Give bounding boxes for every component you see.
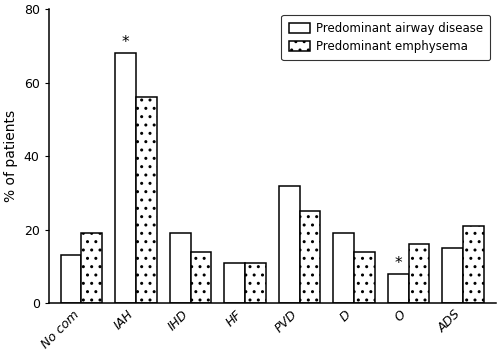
Text: *: *	[394, 256, 402, 271]
Bar	[245, 263, 266, 303]
Bar	[408, 244, 430, 303]
Bar	[116, 53, 136, 303]
Bar	[300, 211, 320, 303]
Bar	[136, 97, 156, 303]
Bar	[463, 226, 484, 303]
Bar	[82, 233, 102, 303]
Bar	[442, 248, 463, 303]
Y-axis label: % of patients: % of patients	[4, 110, 18, 202]
Bar	[334, 233, 354, 303]
Bar	[60, 255, 82, 303]
Bar	[170, 233, 190, 303]
Bar	[354, 252, 375, 303]
Bar	[190, 252, 211, 303]
Bar	[224, 263, 245, 303]
Text: *: *	[122, 35, 130, 50]
Bar	[279, 186, 299, 303]
Legend: Predominant airway disease, Predominant emphysema: Predominant airway disease, Predominant …	[282, 15, 490, 60]
Bar	[388, 274, 408, 303]
